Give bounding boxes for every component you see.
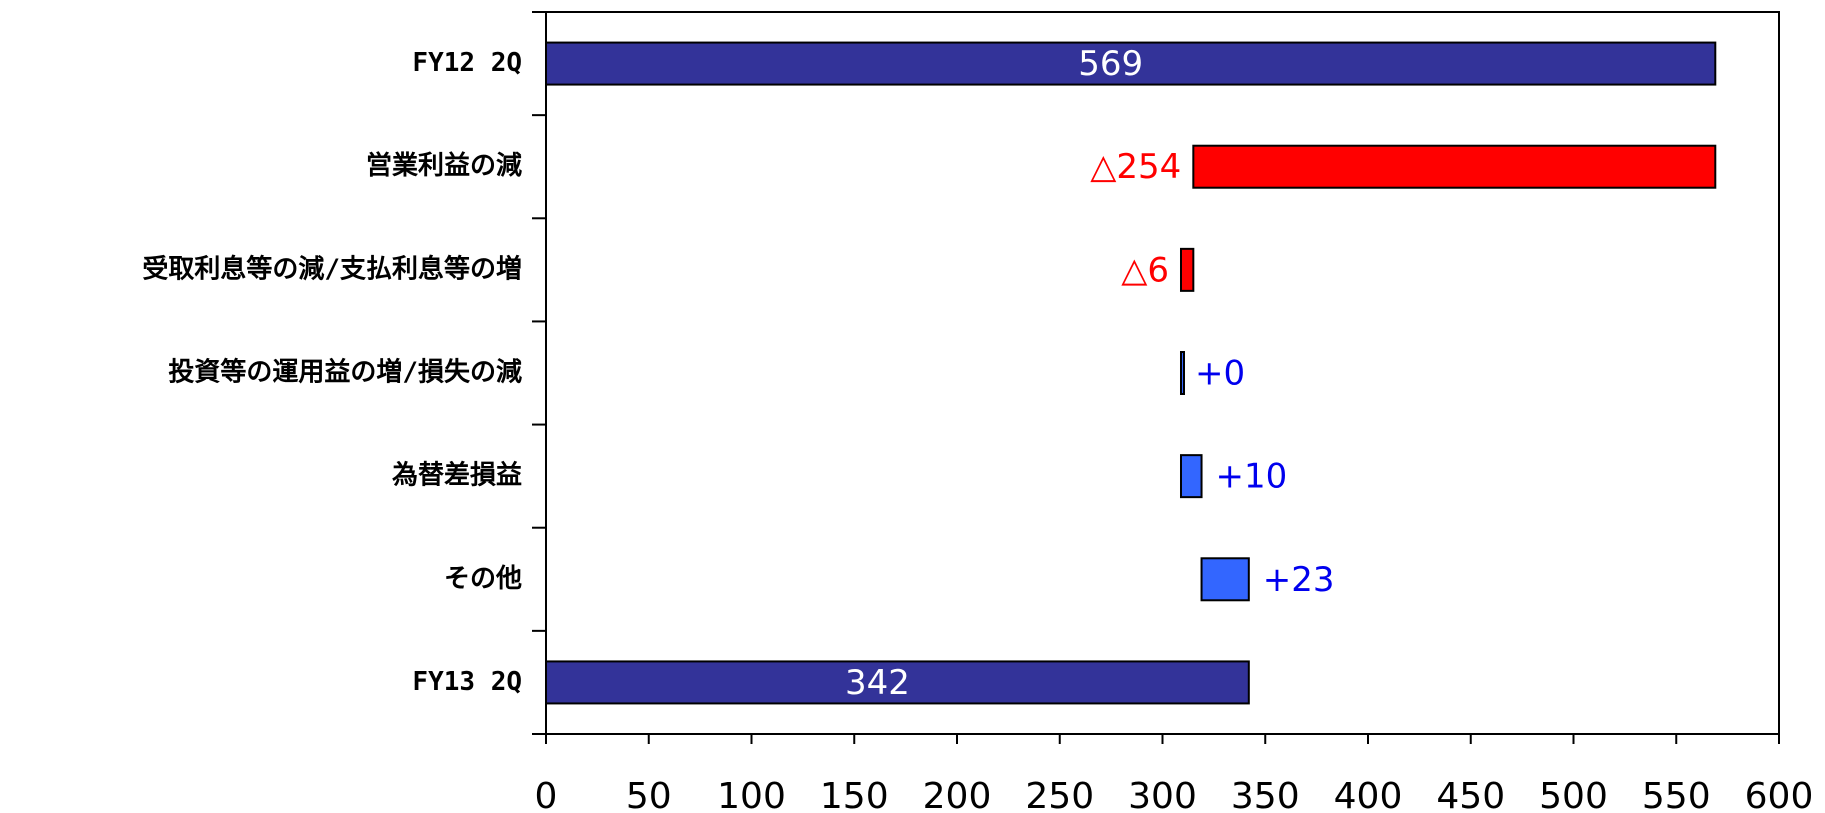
- x-tick-label: 150: [820, 776, 889, 813]
- value-label: △6: [1121, 250, 1169, 290]
- category-label: 投資等の運用益の増/損失の減: [168, 357, 522, 388]
- x-tick-label: 100: [717, 776, 786, 813]
- bar: [545, 41, 1717, 86]
- category-label: その他: [444, 564, 522, 594]
- x-tick-label: 50: [626, 776, 672, 813]
- category-label: FY13 2Q: [412, 667, 522, 697]
- bar: [1179, 351, 1185, 395]
- value-label: +23: [1263, 560, 1335, 600]
- bar: [1200, 557, 1250, 602]
- x-tick-label: 550: [1642, 776, 1711, 813]
- category-label: 営業利益の減: [366, 151, 522, 181]
- value-label: 569: [1078, 44, 1143, 84]
- category-label: FY12 2Q: [412, 48, 522, 78]
- category-label: 為替差損益: [392, 460, 522, 491]
- x-tick-label: 300: [1128, 776, 1197, 813]
- value-label: 342: [845, 663, 910, 703]
- x-tick-label: 400: [1334, 776, 1403, 813]
- value-label: +10: [1216, 457, 1288, 497]
- x-tick-label: 350: [1231, 776, 1300, 813]
- bar: [1179, 247, 1195, 292]
- x-tick-label: 450: [1436, 776, 1505, 813]
- plot-frame: [545, 11, 1780, 735]
- bar: [1192, 144, 1717, 189]
- category-label: 受取利息等の減/支払利息等の増: [142, 253, 522, 284]
- x-tick-label: 600: [1745, 776, 1814, 813]
- bar: [1179, 454, 1203, 499]
- x-tick-label: 500: [1539, 776, 1608, 813]
- value-label: +0: [1195, 354, 1245, 394]
- value-label: △254: [1090, 147, 1181, 187]
- x-tick-label: 200: [923, 776, 992, 813]
- bar: [545, 660, 1250, 705]
- x-tick-label: 0: [535, 776, 558, 813]
- x-tick-label: 250: [1025, 776, 1094, 813]
